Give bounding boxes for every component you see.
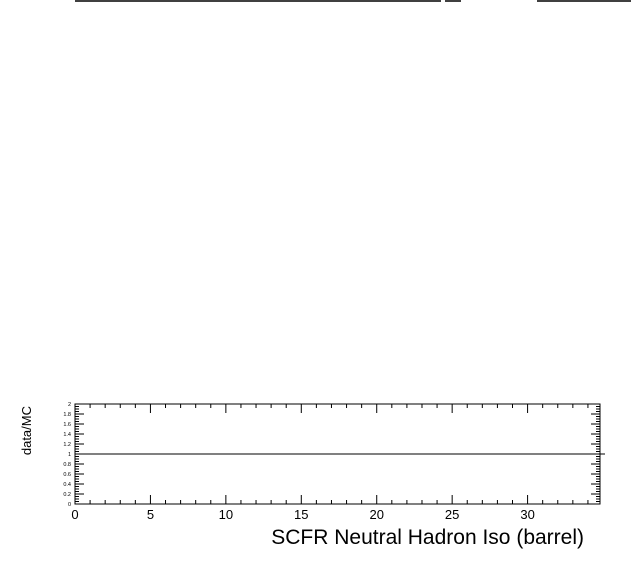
y-tick-label: 1.8 — [63, 412, 71, 418]
y-tick-label: 1.4 — [63, 432, 71, 438]
y-axis-label: data/MC — [19, 406, 34, 455]
y-tick-label: 1.6 — [63, 422, 71, 428]
x-tick-label: 15 — [294, 507, 308, 522]
y-tick-label: 0.8 — [63, 462, 71, 468]
x-tick-label: 25 — [445, 507, 459, 522]
y-tick-label: 0.2 — [63, 492, 71, 498]
x-tick-label: 20 — [369, 507, 383, 522]
y-tick-label: 2 — [68, 402, 71, 408]
x-tick-label: 30 — [520, 507, 534, 522]
y-tick-label: 0 — [68, 502, 71, 508]
x-tick-label: 10 — [219, 507, 233, 522]
y-tick-label: 1 — [68, 452, 71, 458]
x-tick-label: 0 — [71, 507, 78, 522]
y-tick-label: 1.2 — [63, 442, 71, 448]
y-axis: 0 0.2 0.4 0.6 0.8 1 1.2 1.4 1.6 1.8 2 — [63, 402, 600, 508]
x-axis-label: SCFR Neutral Hadron Iso (barrel) — [271, 526, 584, 549]
y-tick-label: 0.6 — [63, 472, 71, 478]
y-tick-label: 0.4 — [63, 482, 71, 488]
x-tick-label: 5 — [147, 507, 154, 522]
